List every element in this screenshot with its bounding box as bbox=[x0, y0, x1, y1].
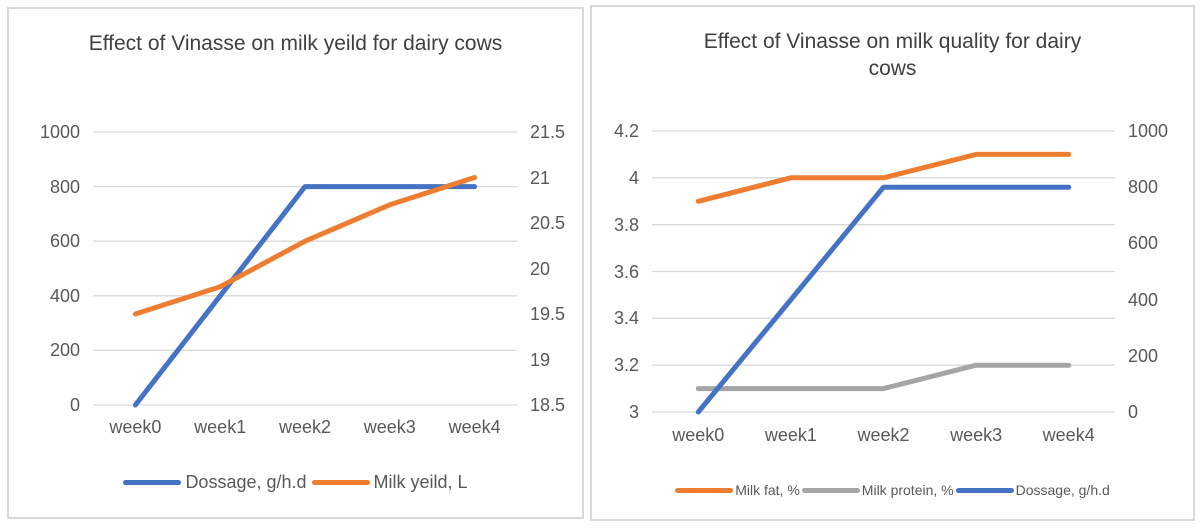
legend-label: Milk yeild, L bbox=[373, 472, 468, 492]
legend-item-milk-fat: Milk fat, % bbox=[675, 482, 800, 498]
right-axis-label: 21 bbox=[530, 167, 551, 188]
right-axis-label: 800 bbox=[1128, 177, 1159, 198]
series-line-milk-yeild-l bbox=[132, 175, 478, 317]
x-axis-label: week1 bbox=[194, 417, 247, 437]
chart-panel-milk-yield: Effect of Vinasse on milk yeild for dair… bbox=[7, 7, 584, 519]
legend-item-dossage-g-h-d: Dossage, g/h.d bbox=[123, 472, 307, 493]
chart-panel-milk-quality: Effect of Vinasse on milk quality for da… bbox=[590, 5, 1195, 521]
legend-label: Dossage, g/h.d bbox=[185, 472, 307, 492]
left-axis-label: 200 bbox=[49, 340, 80, 361]
x-axis-label: week2 bbox=[857, 425, 910, 445]
right-axis-label: 20.5 bbox=[530, 213, 566, 233]
legend-line-swatch bbox=[311, 480, 370, 485]
right-axis-label: 0 bbox=[1128, 402, 1139, 422]
x-axis-label: week3 bbox=[363, 417, 416, 437]
left-axis-label: 4.2 bbox=[613, 121, 639, 141]
right-axis-label: 18.5 bbox=[530, 395, 566, 415]
legend-label: Dossage, g/h.d bbox=[1015, 482, 1110, 498]
legend-item-milk-protein: Milk protein, % bbox=[801, 482, 954, 498]
chart-legend: Dossage, g/h.d Milk yeild, L bbox=[9, 472, 582, 493]
legend-line-swatch bbox=[675, 487, 734, 493]
left-axis-label: 3.8 bbox=[613, 214, 639, 235]
right-axis-label: 20 bbox=[530, 258, 551, 279]
left-axis-label: 3.2 bbox=[613, 355, 639, 376]
legend-item-milk-yeild-l: Milk yeild, L bbox=[311, 472, 468, 493]
right-axis-label: 21.5 bbox=[530, 122, 566, 142]
chart-plot-svg bbox=[652, 130, 1115, 415]
legend-label: Milk protein, % bbox=[861, 482, 954, 498]
x-axis-label: week4 bbox=[448, 417, 501, 437]
series-line-milk-fat bbox=[695, 151, 1072, 204]
right-axis-label: 600 bbox=[1128, 233, 1159, 254]
chart-title: Effect of Vinasse on milk yeild for dair… bbox=[88, 32, 503, 55]
right-axis-label: 200 bbox=[1128, 345, 1159, 366]
left-axis-label: 600 bbox=[49, 231, 80, 252]
chart-title: Effect of Vinasse on milk quality for da… bbox=[703, 30, 1082, 81]
x-axis-label: week1 bbox=[764, 425, 817, 445]
legend-item-dossage-g-h-d: Dossage, g/h.d bbox=[955, 482, 1110, 498]
x-axis-label: week3 bbox=[950, 425, 1003, 445]
x-axis-label: week2 bbox=[278, 417, 332, 437]
chart-canvas: 1000 800 600 400 200 0 21.5 21 20.5 20 19.5 19 18.5 w… bbox=[9, 9, 582, 517]
x-axis-label: week4 bbox=[1042, 425, 1095, 445]
series-line-dossage-g-h-d bbox=[695, 184, 1072, 415]
legend-label: Milk fat, % bbox=[735, 482, 800, 498]
right-axis-label: 19 bbox=[530, 349, 551, 370]
chart-legend: Milk fat, % Milk protein, % Dossage, g/h.d bbox=[592, 482, 1193, 498]
series-line-dossage-g-h-d bbox=[132, 184, 478, 408]
left-axis-label: 3.6 bbox=[613, 261, 639, 282]
left-axis-label: 400 bbox=[49, 285, 80, 306]
left-axis-label: 4 bbox=[628, 167, 639, 188]
left-axis-label: 3.4 bbox=[613, 308, 639, 329]
chart-canvas: 4.2 4 3.8 3.6 3.4 3.2 3 1000 800 600 400 200 0 week0 w… bbox=[592, 7, 1193, 519]
left-axis-label: 800 bbox=[49, 176, 80, 197]
right-axis-label: 400 bbox=[1128, 289, 1159, 310]
x-axis-label: week0 bbox=[672, 425, 725, 445]
series-line-milk-protein bbox=[695, 362, 1072, 392]
legend-line-swatch bbox=[801, 487, 860, 493]
legend-line-swatch bbox=[123, 480, 182, 485]
legend-line-swatch bbox=[955, 487, 1014, 493]
left-axis-label: 1000 bbox=[39, 122, 80, 142]
right-axis-label: 19.5 bbox=[530, 304, 566, 324]
chart-plot-svg bbox=[93, 131, 517, 408]
right-axis-label: 1000 bbox=[1128, 121, 1169, 141]
left-axis-label: 3 bbox=[628, 402, 639, 422]
x-axis-label: week0 bbox=[109, 417, 162, 437]
left-axis-label: 0 bbox=[69, 395, 80, 415]
